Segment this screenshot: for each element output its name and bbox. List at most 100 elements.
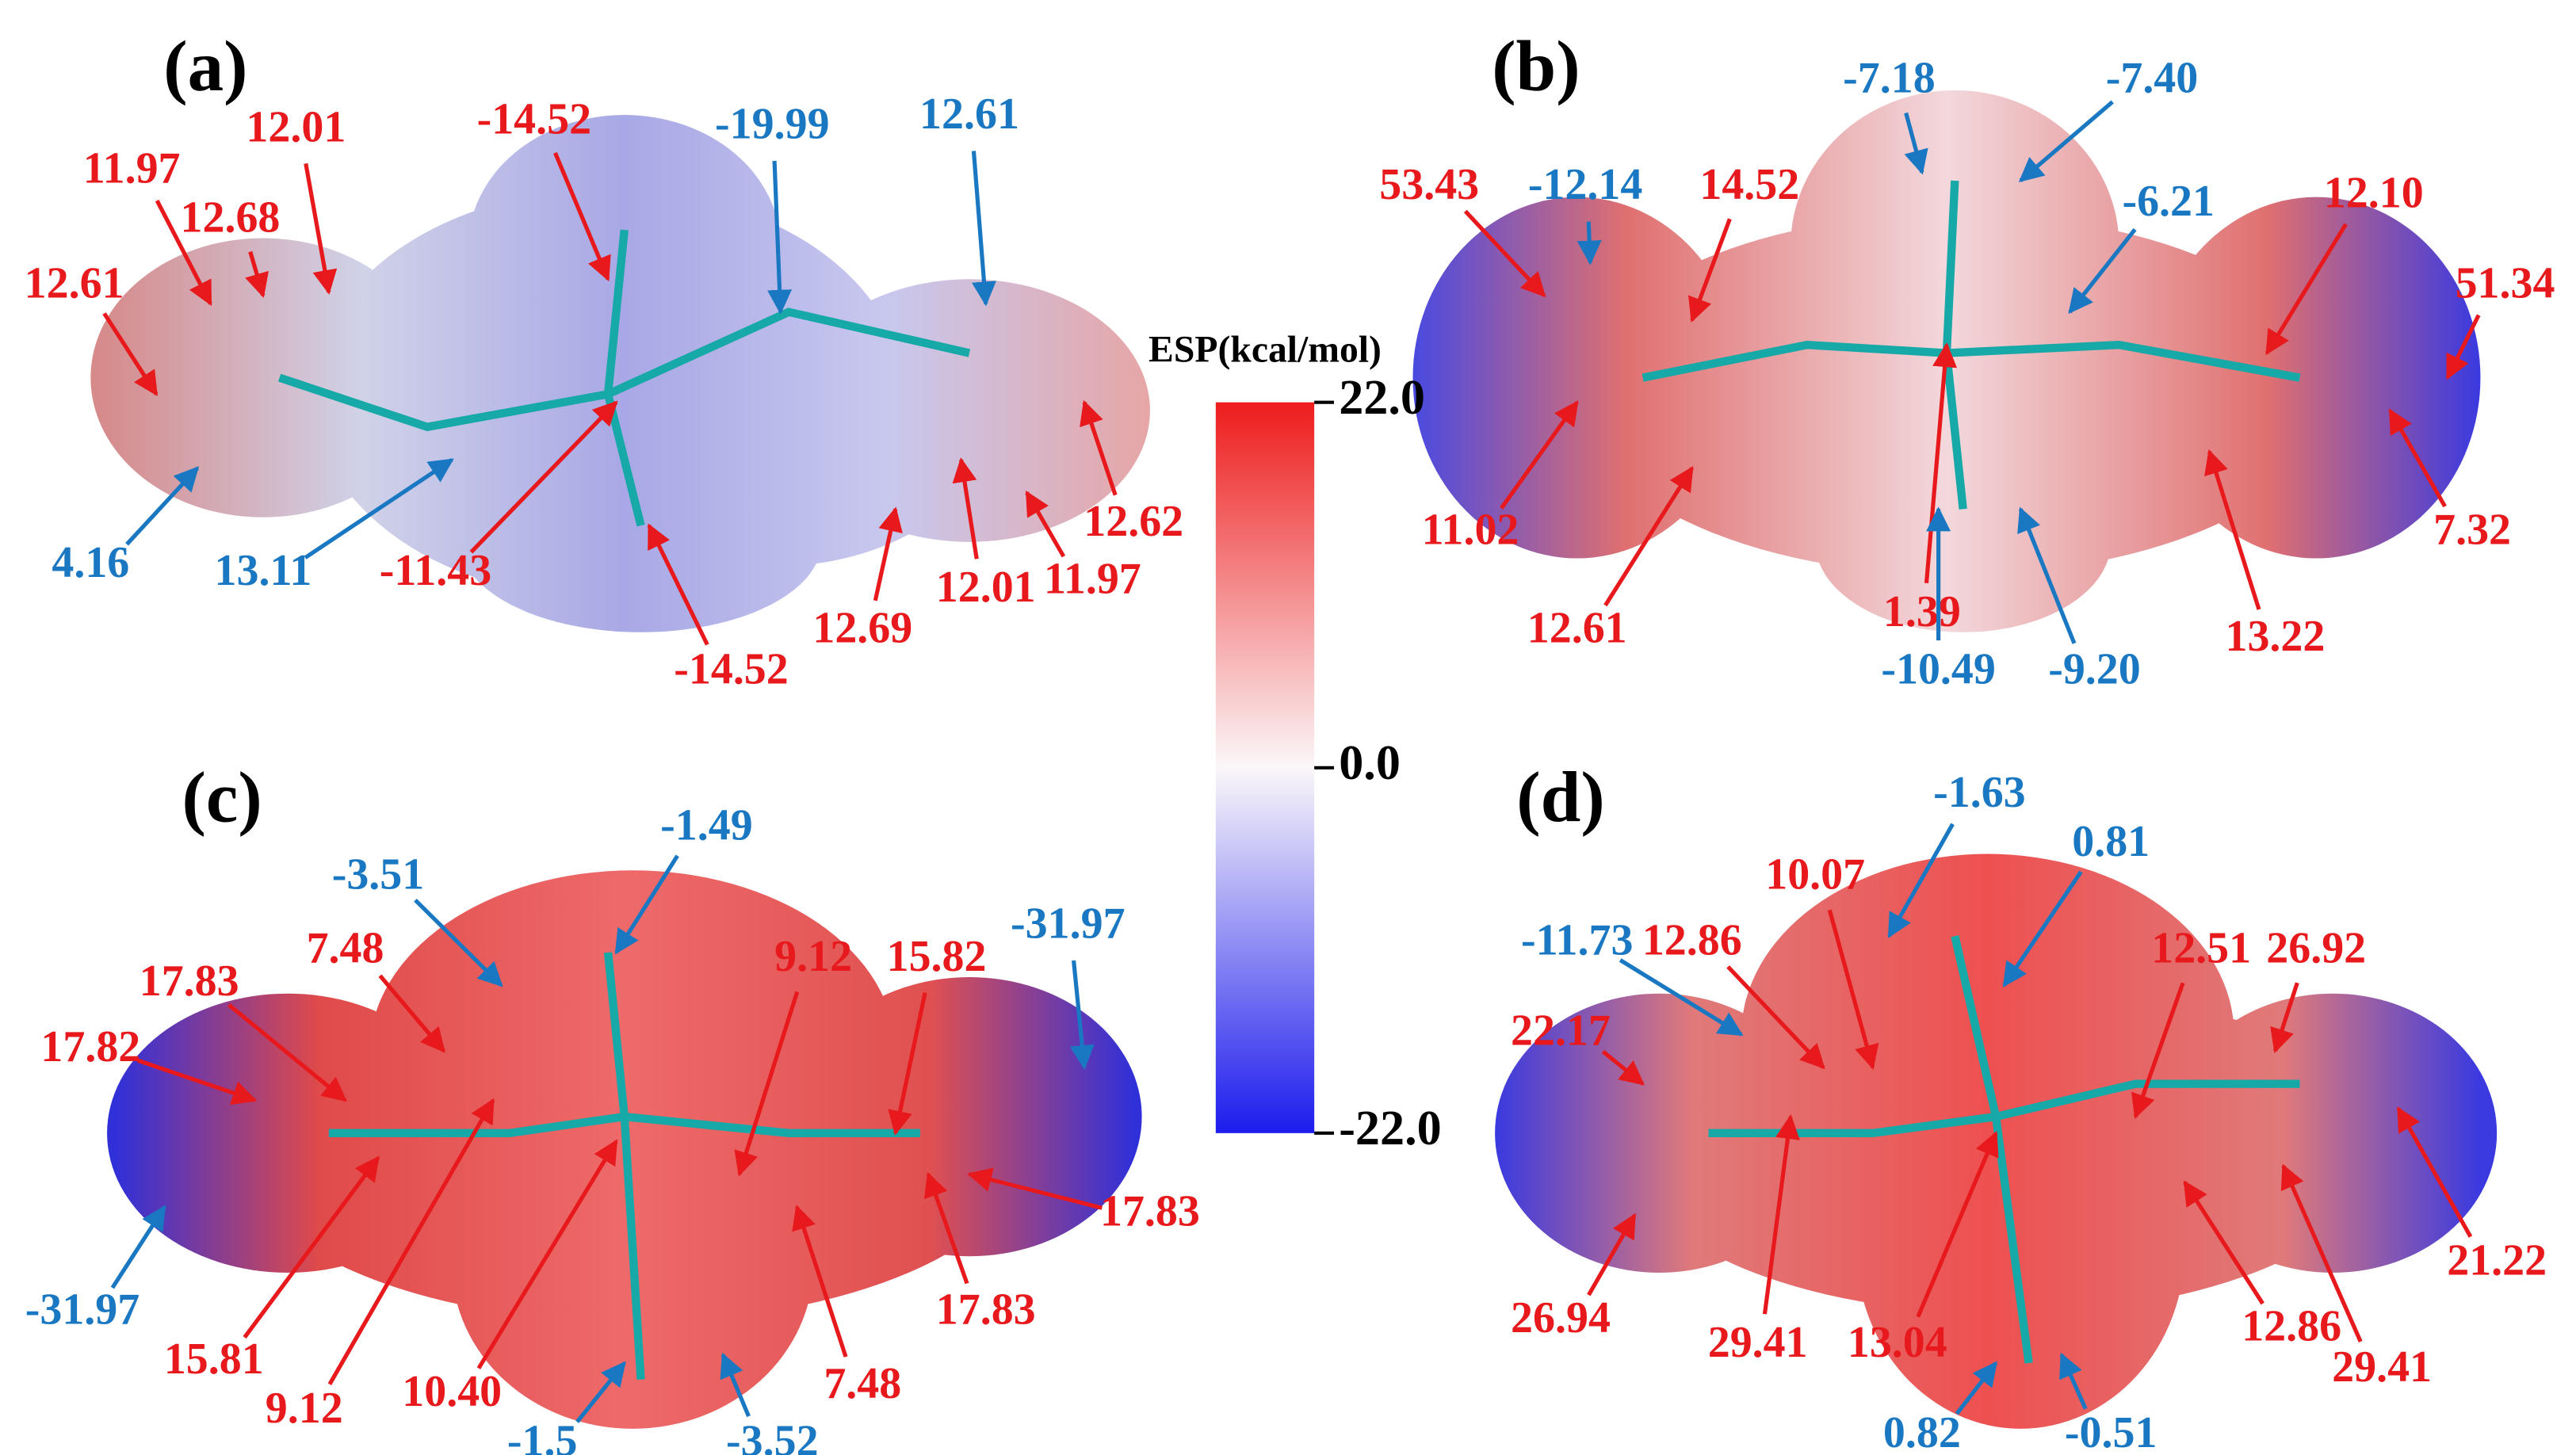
esp-label: -3.51 [332,850,425,899]
esp-label: 13.11 [215,546,312,595]
arrow [1069,960,1095,1071]
esp-label: 10.07 [1765,850,1865,899]
arrow [2017,506,2077,644]
esp-label: 12.61 [1527,604,1627,653]
esp-label: -11.43 [380,546,491,595]
esp-label: 13.22 [2225,612,2325,661]
colorbar-tick-label: -22.0 [1339,1102,1441,1155]
arrow [2388,408,2447,508]
arrow [2068,227,2137,315]
arrow [734,991,800,1177]
arrow [767,160,793,315]
arrow [614,854,679,955]
esp-label: 21.22 [2447,1235,2547,1285]
arrow [1887,823,1955,938]
esp-label: 14.52 [1699,160,1799,209]
esp-label: -9.20 [2048,644,2141,693]
esp-label: 51.34 [2456,258,2555,307]
esp-label: -10.49 [1881,644,1996,693]
arrow [792,1205,848,1358]
esp-label: 12.01 [246,103,346,152]
molecule-skeletons [278,180,2301,1381]
esp-label: 7.32 [2433,505,2511,554]
arrow [1025,490,1066,558]
arrow [923,1171,969,1285]
arrow [1904,112,1928,175]
arrow [966,1167,1103,1210]
colorbar-title: ESP(kcal/mol) [1148,329,1382,370]
esp-label: -14.52 [477,94,591,143]
arrow [155,199,212,307]
arrow [1080,399,1118,496]
esp-label: -19.99 [715,99,830,148]
arrow [2018,100,2114,182]
esp-label: -3.52 [726,1416,819,1455]
arrow [102,312,159,396]
esp-label: 12.10 [2324,169,2424,218]
arrow [227,1002,347,1102]
esp-label: 12.01 [936,563,1036,612]
esp-label: 12.69 [812,604,912,653]
esp-label: -1.5 [507,1416,578,1455]
arrow [553,151,611,282]
esp-label: -7.18 [1843,53,1936,102]
arrow [2270,982,2299,1054]
esp-label: -31.97 [25,1285,140,1335]
esp-label: 17.83 [140,957,239,1006]
arrow [1601,1049,1645,1086]
colorbar-tick-label: 0.0 [1339,736,1401,790]
esp-label: -0.51 [2065,1408,2157,1455]
arrow [243,1155,380,1339]
arrow [1500,400,1579,510]
arrow [1619,958,1744,1037]
esp-label: 29.41 [1708,1318,1808,1367]
esp-label: -7.40 [2106,53,2199,102]
esp-label: 53.43 [1379,160,1479,209]
arrow [137,1058,258,1106]
arrow [1603,465,1694,607]
arrow [2131,982,2185,1120]
esp-label: 0.81 [2072,817,2150,866]
esp-label: 9.12 [774,932,852,981]
esp-label: 13.04 [1848,1318,1947,1367]
esp-label: 17.83 [1100,1186,1200,1235]
arrow [952,457,979,559]
esp-label: 26.92 [2266,924,2366,973]
esp-label: -14.52 [674,644,789,693]
esp-label: 12.86 [1642,915,1742,964]
arrow [304,458,454,559]
arrow [971,151,996,307]
arrow [1726,965,1825,1070]
arrow [1762,1114,1800,1315]
esp-label: 1.39 [1883,587,1961,636]
esp-label: 17.83 [936,1285,1036,1335]
arrow [2183,1180,2265,1305]
esp-label: 15.82 [887,932,987,981]
arrow [1916,1130,1999,1318]
esp-label: -12.14 [1528,160,1642,209]
arrow [2280,1163,2363,1342]
esp-label: 9.12 [266,1384,343,1433]
arrow [2265,223,2348,356]
esp-label: 10.40 [402,1367,502,1416]
arrow [414,898,503,987]
esp-label: 22.17 [1511,1006,1611,1055]
panel-tag: (b) [1492,26,1580,106]
arrow [378,974,445,1053]
arrow [2204,449,2261,610]
esp-label: 4.16 [52,538,129,587]
esp-label: 0.82 [1883,1408,1961,1455]
esp-label: 11.02 [1422,505,1519,554]
arrow [2059,1352,2088,1410]
arrow [647,523,709,646]
arrow [469,400,618,554]
arrow [1587,1212,1637,1297]
esp-label: 11.97 [1044,554,1141,603]
colorbar-tick-label: 22.0 [1339,371,1425,425]
esp-label: 11.97 [83,143,181,193]
arrow [125,466,200,546]
esp-label: 12.86 [2242,1301,2341,1350]
panel-tag: (d) [1516,757,1604,837]
arrow [327,1098,495,1385]
